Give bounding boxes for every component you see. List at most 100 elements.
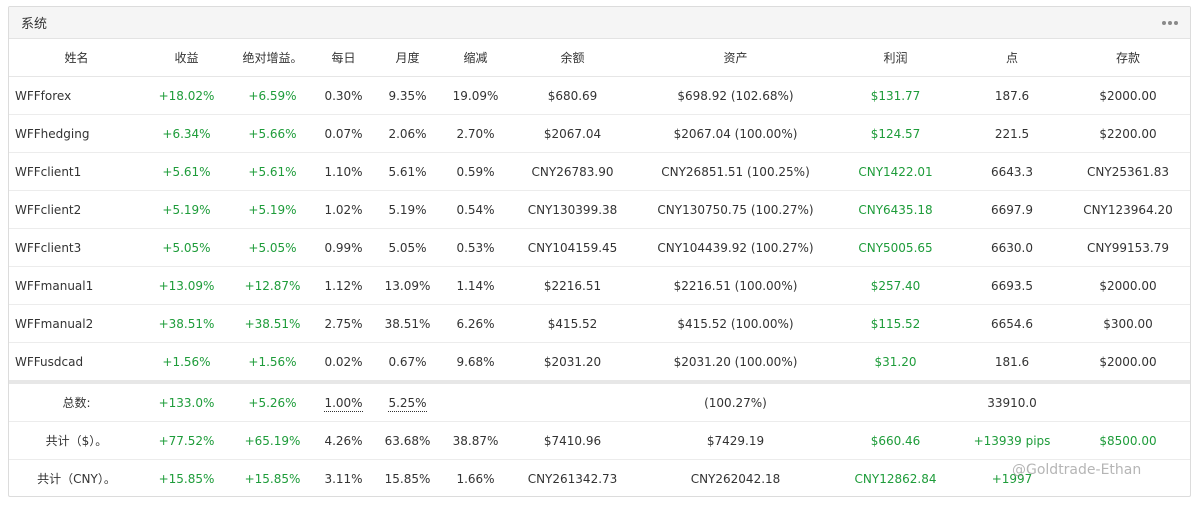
totals-label: 共计（$）。 [9, 421, 144, 460]
gain-cell: +5.19% [144, 190, 229, 229]
balance-cell: $2031.20 [507, 342, 638, 383]
col-header-drawdown[interactable]: 缩减 [444, 39, 507, 77]
monthly-cell: 0.67% [371, 342, 444, 383]
monthly-cell: 9.35% [371, 76, 444, 115]
gain-cell: +1.56% [144, 342, 229, 383]
profit-cell: $257.40 [833, 266, 958, 305]
gain-cell: +6.34% [144, 114, 229, 153]
profit-cell [833, 380, 958, 422]
totals-row: 总数: +133.0% +5.26% 1.00% 5.25% (100.27%) 33910… [9, 380, 1190, 422]
monthly-cell[interactable]: 5.25% [371, 380, 444, 422]
table-row[interactable]: WFFhedging +6.34% +5.66% 0.07% 2.06% 2.70% $20… [9, 114, 1190, 153]
daily-cell: 1.02% [316, 190, 371, 229]
profit-cell: CNY6435.18 [833, 190, 958, 229]
table-row[interactable]: WFFclient2 +5.19% +5.19% 1.02% 5.19% 0.54% CNY… [9, 190, 1190, 229]
table-row[interactable]: WFFclient3 +5.05% +5.05% 0.99% 5.05% 0.53% CNY… [9, 228, 1190, 267]
gain-cell: +13.09% [144, 266, 229, 305]
gain-cell: +5.05% [144, 228, 229, 267]
systems-table: 姓名 收益 绝对增益。 每日 月度 缩减 余额 资产 利润 点 存款 WFFfo… [9, 39, 1190, 497]
balance-cell: $7410.96 [507, 421, 638, 460]
profit-cell: $115.52 [833, 304, 958, 343]
daily-cell[interactable]: 1.00% [316, 380, 371, 422]
table-row[interactable]: WFFusdcad +1.56% +1.56% 0.02% 0.67% 9.68% $203… [9, 342, 1190, 383]
drawdown-cell: 0.59% [444, 152, 507, 191]
table-row[interactable]: WFFforex +18.02% +6.59% 0.30% 9.35% 19.09% $68… [9, 76, 1190, 115]
daily-cell: 0.02% [316, 342, 371, 383]
pips-cell: 6643.3 [958, 152, 1066, 191]
system-name-link[interactable]: WFFhedging [9, 114, 144, 153]
system-name-link[interactable]: WFFclient1 [9, 152, 144, 191]
col-header-balance[interactable]: 余额 [507, 39, 638, 77]
equity-cell: CNY130750.75 (100.27%) [638, 190, 833, 229]
gain-cell: +38.51% [144, 304, 229, 343]
abs-gain-cell: +5.26% [229, 380, 316, 422]
pips-cell: +1997 [991, 471, 1033, 486]
col-header-pips[interactable]: 点 [958, 39, 1066, 77]
table-row[interactable]: WFFclient1 +5.61% +5.61% 1.10% 5.61% 0.59% CNY… [9, 152, 1190, 191]
daily-cell: 1.10% [316, 152, 371, 191]
abs-gain-cell: +65.19% [229, 421, 316, 460]
col-header-daily[interactable]: 每日 [316, 39, 371, 77]
gain-cell: +15.85% [158, 471, 215, 486]
drawdown-cell: 0.54% [444, 190, 507, 229]
balance-cell: CNY104159.45 [507, 228, 638, 267]
drawdown-cell [444, 380, 507, 422]
system-name-link[interactable]: WFFforex [9, 76, 144, 115]
equity-cell: (100.27%) [638, 380, 833, 422]
equity-cell: $2216.51 (100.00%) [638, 266, 833, 305]
drawdown-cell: 2.70% [444, 114, 507, 153]
table-row[interactable]: WFFmanual2 +38.51% +38.51% 2.75% 38.51% 6.26%… [9, 304, 1190, 343]
drawdown-cell: 9.68% [444, 342, 507, 383]
abs-gain-cell: +5.19% [229, 190, 316, 229]
col-header-profit[interactable]: 利润 [833, 39, 958, 77]
profit-cell: $124.57 [833, 114, 958, 153]
totals-label: 总数: [9, 380, 144, 422]
monthly-cell-value[interactable]: 5.25% [388, 395, 427, 412]
equity-cell: CNY262042.18 [690, 471, 781, 486]
col-header-equity[interactable]: 资产 [638, 39, 833, 77]
system-name-link[interactable]: WFFusdcad [9, 342, 144, 383]
equity-cell: $7429.19 [638, 421, 833, 460]
balance-cell: $2216.51 [507, 266, 638, 305]
drawdown-cell: 0.53% [444, 228, 507, 267]
system-name-link[interactable]: WFFclient3 [9, 228, 144, 267]
daily-cell: 2.75% [316, 304, 371, 343]
monthly-cell: 38.51% [371, 304, 444, 343]
system-name-link[interactable]: WFFclient2 [9, 190, 144, 229]
abs-gain-cell: +1.56% [229, 342, 316, 383]
abs-gain-cell: +6.59% [229, 76, 316, 115]
profit-cell: CNY5005.65 [833, 228, 958, 267]
pips-cell: 221.5 [958, 114, 1066, 153]
col-header-monthly[interactable]: 月度 [371, 39, 444, 77]
drawdown-cell: 1.66% [456, 471, 495, 486]
profit-cell: $31.20 [833, 342, 958, 383]
daily-cell: 0.99% [316, 228, 371, 267]
col-header-abs-gain[interactable]: 绝对增益。 [229, 39, 316, 77]
daily-cell-value[interactable]: 1.00% [324, 395, 363, 412]
equity-cell: CNY104439.92 (100.27%) [638, 228, 833, 267]
equity-cell: $2067.04 (100.00%) [638, 114, 833, 153]
col-header-deposits[interactable]: 存款 [1066, 39, 1190, 77]
daily-cell: 1.12% [316, 266, 371, 305]
drawdown-cell: 38.87% [444, 421, 507, 460]
abs-gain-cell: +15.85% [244, 471, 301, 486]
pips-cell: +13939 pips [958, 421, 1066, 460]
deposits-cell: CNY25361.83 [1066, 152, 1190, 191]
more-dots-icon[interactable] [1158, 17, 1182, 29]
monthly-cell: 63.68% [371, 421, 444, 460]
daily-cell: 0.30% [316, 76, 371, 115]
totals-row: 共计（CNY）。 +15.85% +15.85% 3.11% 15.85% 1.66% CN… [9, 460, 1190, 497]
profit-cell: CNY1422.01 [833, 152, 958, 191]
profit-cell: CNY12862.84 [854, 471, 937, 486]
deposits-cell: CNY123964.20 [1066, 190, 1190, 229]
col-header-gain[interactable]: 收益 [144, 39, 229, 77]
col-header-name[interactable]: 姓名 [9, 39, 144, 77]
table-row[interactable]: WFFmanual1 +13.09% +12.87% 1.12% 13.09% 1.14%… [9, 266, 1190, 305]
system-name-link[interactable]: WFFmanual1 [9, 266, 144, 305]
gain-cell: +5.61% [144, 152, 229, 191]
balance-cell: $2067.04 [507, 114, 638, 153]
deposits-cell: $2000.00 [1066, 266, 1190, 305]
balance-cell [507, 380, 638, 422]
equity-cell: $2031.20 (100.00%) [638, 342, 833, 383]
system-name-link[interactable]: WFFmanual2 [9, 304, 144, 343]
